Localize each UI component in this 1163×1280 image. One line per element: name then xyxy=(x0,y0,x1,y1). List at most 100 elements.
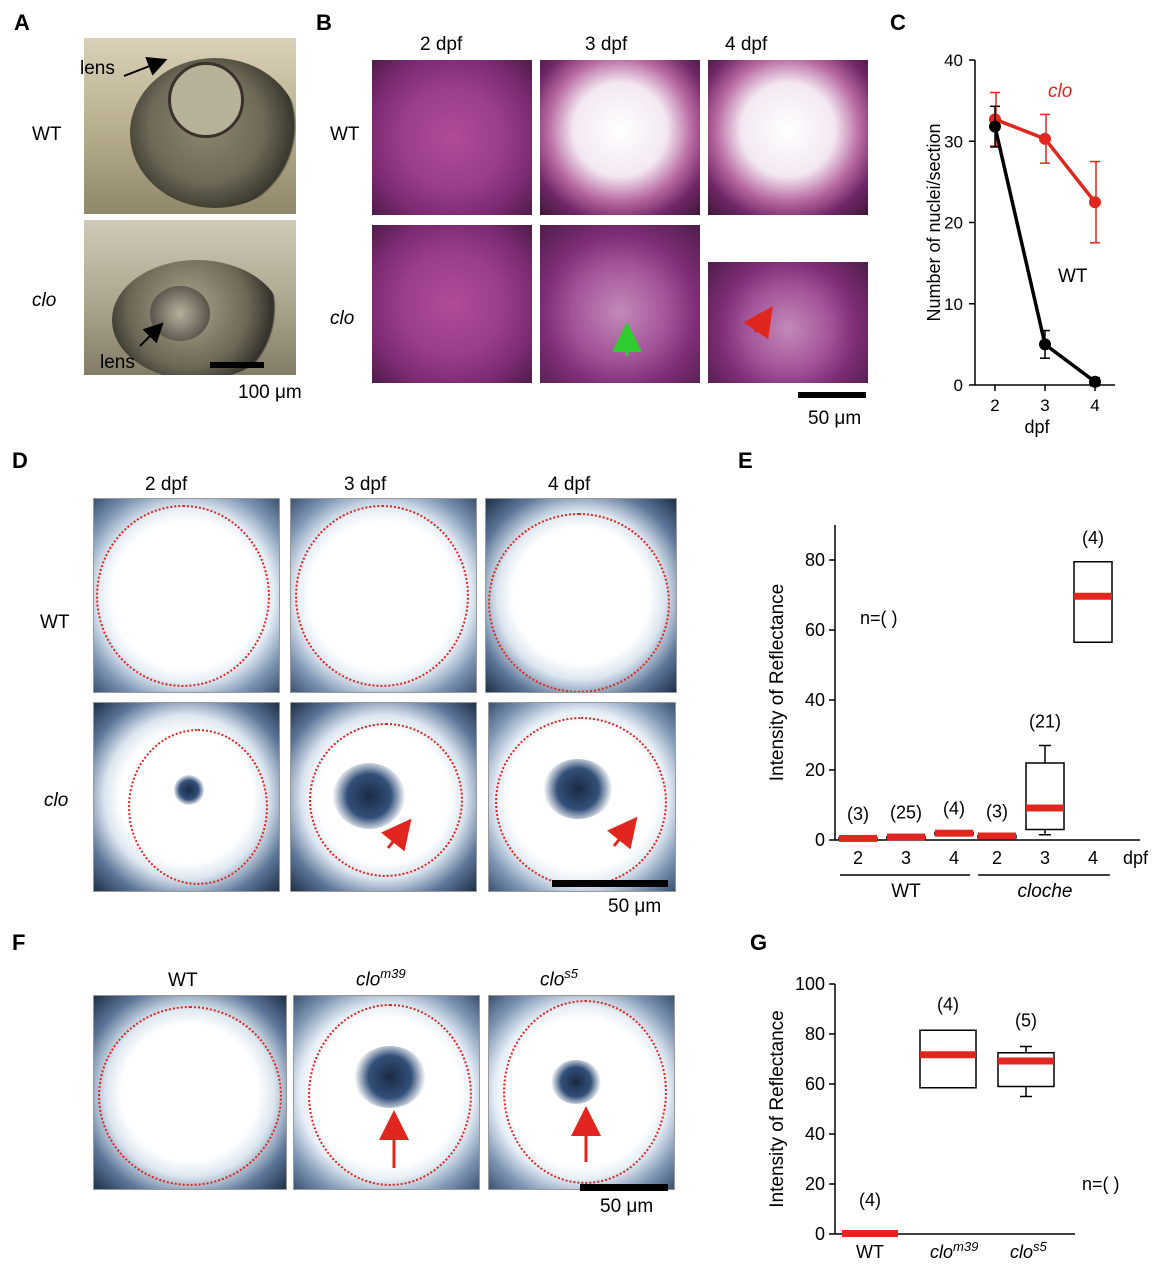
median-bar xyxy=(935,829,973,837)
scale-label-d: 50 μm xyxy=(608,896,662,917)
x-tick-label-e: 3 xyxy=(901,848,911,868)
y-tick-label-c: 30 xyxy=(944,132,963,151)
histology-wt-4dpf xyxy=(708,60,868,215)
data-point-WT xyxy=(1039,338,1051,351)
arrow-lens-top xyxy=(123,57,168,77)
row-label-wt-b: WT xyxy=(330,124,360,145)
scale-label-b: 50 μm xyxy=(808,408,862,429)
panel-label-e: E xyxy=(738,448,753,473)
n-label: (4) xyxy=(937,994,959,1014)
reflectance-wt-2dpf xyxy=(93,498,280,693)
scale-label-f: 50 μm xyxy=(600,1196,654,1217)
col-label-b-2dpf: 2 dpf xyxy=(420,34,463,55)
data-point-WT xyxy=(1089,375,1101,388)
x-tick-label-e: 2 xyxy=(992,848,1002,868)
median-bar xyxy=(920,1051,976,1059)
col-label-b-3dpf: 3 dpf xyxy=(585,34,628,55)
y-tick-label-c: 0 xyxy=(954,376,963,395)
arrow-lens-bottom xyxy=(139,322,164,347)
x-tick-label-e: 3 xyxy=(1040,848,1050,868)
median-bar xyxy=(839,834,877,842)
col-label-f-clo-s5: clos5 xyxy=(540,966,579,991)
chart-c: 0 10 20 30 40 2 3 4 dpf Number of nuclei/section c… xyxy=(924,51,1115,437)
reflectance-clo-2dpf xyxy=(93,702,280,892)
scale-label-a: 100 μm xyxy=(238,382,302,403)
x-unit-e: dpf xyxy=(1123,848,1149,868)
red-arrow-d-4dpf xyxy=(607,816,638,850)
panel-a-arrows xyxy=(123,57,168,347)
y-tick-label-e: 80 xyxy=(805,550,825,570)
scale-bar-d xyxy=(552,880,668,887)
box xyxy=(1025,762,1065,831)
box xyxy=(1073,561,1113,643)
reflectance-f-wt xyxy=(93,995,287,1190)
row-label-clo-a: clo xyxy=(32,290,57,311)
histology-clo-4dpf xyxy=(708,262,868,383)
median-bar xyxy=(978,832,1016,840)
row-label-wt-d: WT xyxy=(40,612,70,633)
x-tick-label-g: clom39 xyxy=(930,1239,978,1262)
x-tick-label-e: 2 xyxy=(853,848,863,868)
reflectance-f-clo-s5 xyxy=(488,995,675,1190)
median-bar xyxy=(887,833,925,841)
col-label-d-4dpf: 4 dpf xyxy=(548,474,591,495)
n-label: (21) xyxy=(1029,712,1061,732)
row-label-clo-b: clo xyxy=(330,308,355,329)
data-point-clo xyxy=(1039,132,1051,145)
median-bar xyxy=(998,1057,1054,1065)
histology-clo-2dpf xyxy=(372,225,532,383)
median-bar xyxy=(1026,804,1064,812)
panel-label-f: F xyxy=(12,930,26,955)
y-axis-label-c: Number of nuclei/section xyxy=(924,123,944,321)
median-bar xyxy=(842,1230,898,1237)
reflectance-wt-4dpf xyxy=(485,498,677,693)
median-bar xyxy=(1074,592,1112,600)
x-tick-label-c: 2 xyxy=(990,396,999,415)
y-tick-label-g: 100 xyxy=(795,974,825,994)
col-label-f-clo-m39: clom39 xyxy=(356,966,406,991)
series-label-clo: clo xyxy=(1048,81,1072,102)
x-axis-label-c: dpf xyxy=(1024,417,1050,437)
panel-label-c: C xyxy=(890,10,906,35)
y-tick-label-c: 10 xyxy=(944,295,963,314)
reflectance-clo-3dpf xyxy=(290,702,477,892)
micrograph-wt-eye xyxy=(84,38,296,214)
n-label: (4) xyxy=(859,1190,881,1210)
row-label-wt-a: WT xyxy=(32,124,62,145)
panel-label-g: G xyxy=(750,930,768,955)
x-tick-label-c: 3 xyxy=(1040,396,1049,415)
n-legend-g: n=( ) xyxy=(1082,1174,1120,1194)
y-tick-label-e: 20 xyxy=(805,760,825,780)
panel-b-arrows xyxy=(612,306,773,356)
histology-clo-3dpf xyxy=(540,225,700,383)
x-tick-label-g: WT xyxy=(856,1242,884,1262)
col-label-d-3dpf: 3 dpf xyxy=(344,474,387,495)
y-tick-label-e: 60 xyxy=(805,620,825,640)
x-tick-label-e: 4 xyxy=(1088,848,1098,868)
col-label-f-wt: WT xyxy=(168,970,198,991)
data-point-clo xyxy=(1089,196,1101,209)
row-label-clo-d: clo xyxy=(44,790,69,811)
y-tick-label-g: 60 xyxy=(805,1074,825,1094)
panel-d-arrows xyxy=(381,816,638,852)
scale-bar-b xyxy=(798,392,866,398)
histology-wt-2dpf xyxy=(372,60,532,215)
n-label: (3) xyxy=(847,804,869,824)
n-label: (5) xyxy=(1015,1011,1037,1031)
lens-label-bottom: lens xyxy=(100,352,135,373)
x-tick-label-c: 4 xyxy=(1090,396,1099,415)
col-label-b-4dpf: 4 dpf xyxy=(725,34,768,55)
group-label-cloche: cloche xyxy=(1018,881,1073,900)
y-tick-label-g: 0 xyxy=(815,1224,825,1244)
y-tick-label-e: 0 xyxy=(815,830,825,850)
chart-g: 0 20 40 60 80 100 Intensity of Reflectance (4) (… xyxy=(767,974,1120,1262)
x-tick-label-e: 4 xyxy=(949,848,959,868)
n-legend-e: n=( ) xyxy=(860,608,898,628)
n-label: (3) xyxy=(986,801,1008,821)
red-arrow-b xyxy=(743,306,773,340)
n-label: (4) xyxy=(1082,528,1104,548)
lens-label-top: lens xyxy=(80,58,115,79)
scale-bar-f xyxy=(580,1184,668,1191)
histology-wt-3dpf xyxy=(540,60,700,215)
box xyxy=(919,1029,977,1089)
